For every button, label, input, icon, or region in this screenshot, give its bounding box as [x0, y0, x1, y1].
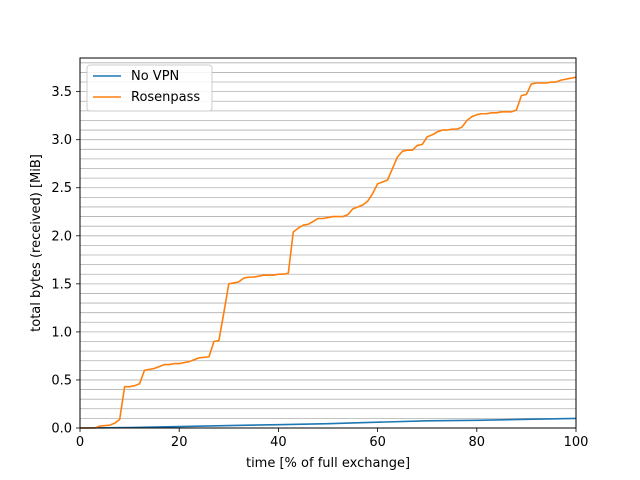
x-tick-label: 0: [76, 435, 84, 450]
y-tick-label: 2.0: [51, 229, 72, 244]
x-tick-label: 40: [270, 435, 287, 450]
y-axis-label: total bytes (received) [MiB]: [29, 154, 44, 332]
axes-frame: [79, 57, 577, 429]
grid-lines: [80, 62, 576, 429]
y-tick-label: 0.0: [51, 422, 72, 437]
axes-background: [80, 58, 576, 428]
y-axis: 0.0 0.5 1.0 1.5 2.0 2.5 3.0 3.5: [51, 85, 80, 437]
series-line-no-vpn: [79, 417, 577, 429]
y-tick-label: 2.5: [51, 181, 72, 196]
series-layer: [79, 76, 577, 429]
x-tick-label: 80: [469, 435, 486, 450]
legend-label-rosenpass: Rosenpass: [131, 90, 200, 105]
x-tick-label: 60: [369, 435, 386, 450]
x-tick-label: 100: [564, 435, 589, 450]
y-tick-label: 1.5: [51, 277, 72, 292]
legend: No VPN Rosenpass: [86, 64, 213, 112]
x-axis: 0 20 40 60 80 100: [76, 428, 589, 450]
x-tick-label: 20: [171, 435, 188, 450]
y-tick-label: 1.0: [51, 325, 72, 340]
y-tick-label: 0.5: [51, 373, 72, 388]
legend-label-no-vpn: No VPN: [131, 69, 179, 84]
series-line-rosenpass: [80, 76, 577, 429]
y-tick-label: 3.5: [51, 85, 72, 100]
x-axis-label: time [% of full exchange]: [246, 456, 410, 471]
y-tick-label: 3.0: [51, 133, 72, 148]
plot-area: [79, 57, 577, 429]
